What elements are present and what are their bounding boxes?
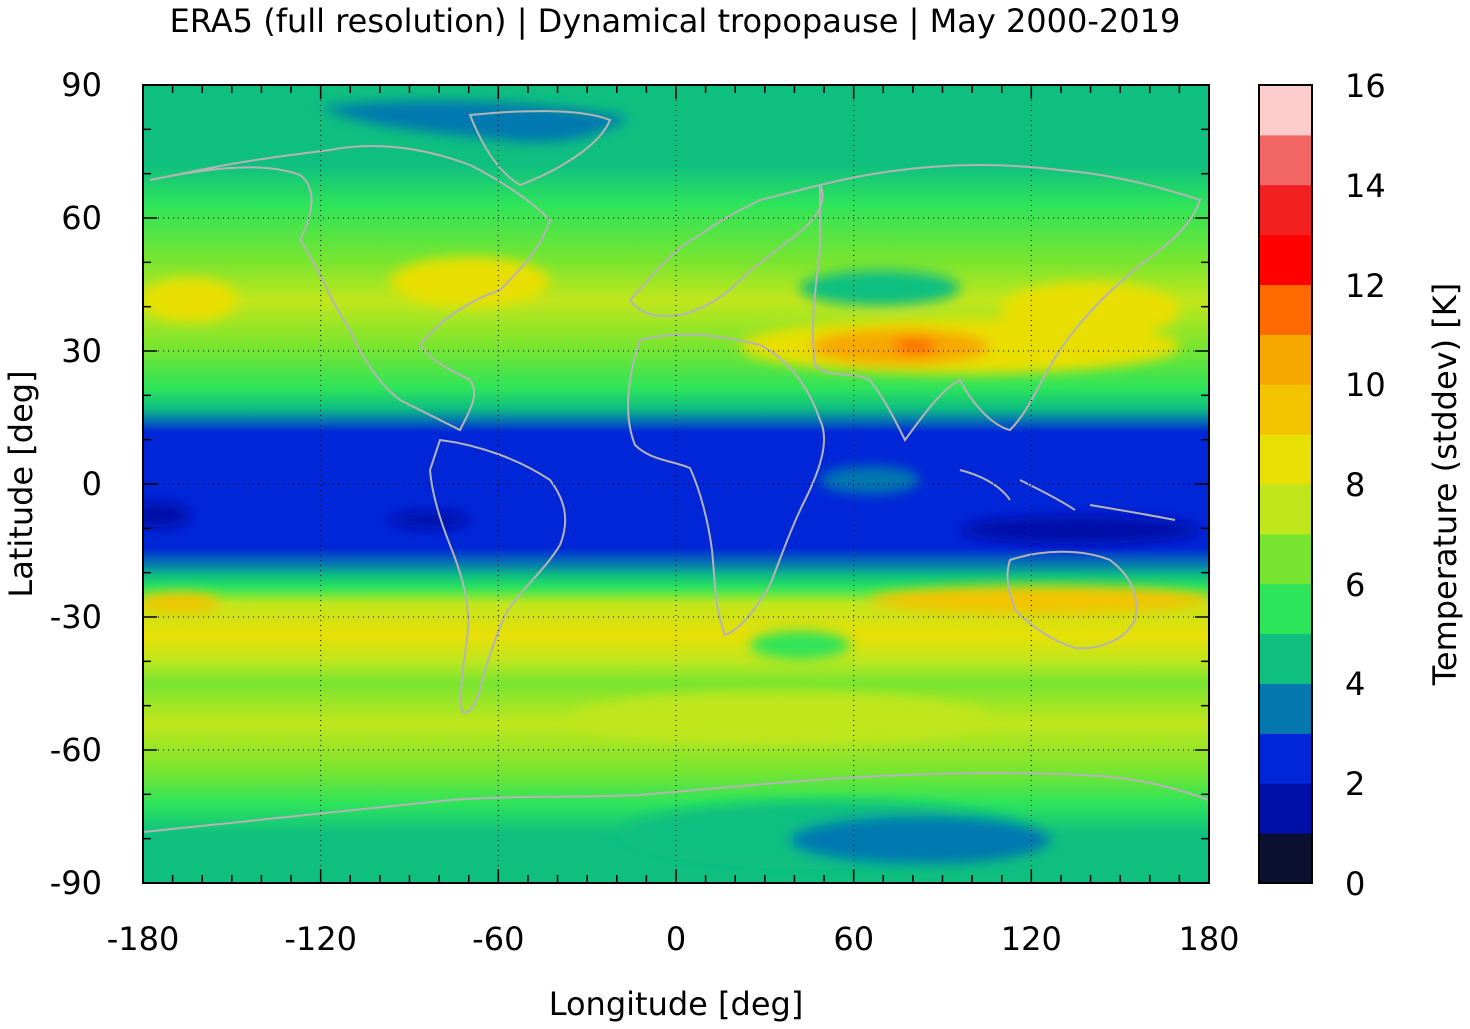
colorbar-tick-label: 10: [1345, 366, 1386, 404]
colorbar-tick-label: 16: [1345, 67, 1386, 105]
y-tick-label: 90: [61, 66, 102, 104]
y-tick-label: -30: [50, 598, 102, 636]
colorbar-segment: [1259, 85, 1312, 136]
coastline-europe: [628, 183, 824, 318]
central-asia-low-region: [800, 270, 960, 306]
tropical-min-maritime: [960, 516, 1200, 544]
tropical-min-west-pacific: [143, 503, 190, 527]
colorbar-segment: [1259, 533, 1312, 585]
coastlines: [143, 110, 1209, 833]
south-ocean-high-region: [570, 692, 990, 744]
y-tick-label: -90: [50, 864, 102, 902]
coastline-australia: [1006, 550, 1138, 650]
x-tick-label: -120: [284, 920, 357, 958]
axis-ticks: [142, 84, 1210, 884]
coastline-north-america: [149, 145, 552, 432]
colorbar-label: Temperature (stddev) [K]: [1426, 283, 1464, 686]
coastline-africa: [627, 333, 826, 637]
coastline-maritime-continent: [959, 469, 1176, 521]
chart-title: ERA5 (full resolution) | Dynamical tropo…: [170, 2, 1181, 40]
pacific-north-high-region: [1000, 282, 1180, 338]
tibet-max-region: [893, 338, 937, 354]
colorbar-tick-label: 0: [1345, 865, 1365, 903]
colorbar-tick-label: 4: [1345, 665, 1365, 703]
colorbar-segment: [1259, 833, 1312, 884]
colorbar-segment: [1259, 184, 1312, 236]
colorbar-segment: [1259, 633, 1312, 684]
colorbar-tick-label: 6: [1345, 566, 1365, 604]
mid-lat-north-high-region-west: [143, 278, 238, 322]
colorbar-tick-label: 12: [1345, 267, 1386, 305]
colorbar-frame: [1258, 84, 1313, 884]
antarctic-min-region: [790, 816, 1050, 864]
colorbar-segment: [1259, 284, 1312, 335]
south-africa-low-region: [750, 631, 850, 659]
x-tick-label: 60: [833, 920, 874, 958]
colorbar-segment: [1259, 733, 1312, 784]
coastline-antarctica: [143, 772, 1209, 833]
colorbar-segment: [1259, 134, 1312, 186]
colorbar-segment: [1259, 484, 1312, 535]
southern-jet-core-west: [143, 593, 220, 613]
x-axis-tick-labels: -180 -120 -60 0 60 120 180: [107, 920, 1240, 958]
colorbar-tick-label: 8: [1345, 466, 1365, 504]
colorbar-tick-label: 2: [1345, 765, 1365, 803]
x-tick-label: 0: [666, 920, 686, 958]
colorbar-segment: [1259, 683, 1312, 734]
colorbar-segment: [1259, 334, 1312, 385]
colorbar-segment: [1259, 384, 1312, 435]
colorbar-segment: [1259, 583, 1312, 635]
y-axis-tick-labels: 90 60 30 0 -30 -60 -90: [50, 66, 102, 902]
colorbar: [1259, 85, 1312, 884]
x-axis-label: Longitude [deg]: [549, 985, 804, 1023]
latitude-band-background: [143, 85, 1209, 883]
colorbar-segment: [1259, 434, 1312, 485]
x-tick-label: -180: [107, 920, 180, 958]
coastline-greenland: [468, 110, 612, 187]
x-tick-label: 120: [1001, 920, 1062, 958]
indian-ocean-low-region: [820, 466, 920, 494]
colorbar-segment: [1259, 234, 1312, 285]
coastline-south-america: [428, 438, 567, 714]
grid: [143, 85, 1209, 883]
colorbar-segment: [1259, 783, 1312, 834]
y-tick-label: 0: [82, 465, 102, 503]
colorbar-tick-label: 14: [1345, 167, 1386, 205]
y-tick-label: 60: [61, 199, 102, 237]
y-tick-label: 30: [61, 332, 102, 370]
y-tick-label: -60: [50, 731, 102, 769]
x-tick-label: 180: [1178, 920, 1239, 958]
southern-jet-core: [870, 586, 1209, 614]
mid-lat-north-high-region: [390, 257, 550, 307]
x-tick-label: -60: [472, 920, 524, 958]
tropical-min-south-america: [390, 512, 470, 528]
colorbar-tick-labels: 0 2 4 6 8 10 12 14 16: [1345, 67, 1386, 903]
y-axis-label: Latitude [deg]: [2, 370, 40, 597]
